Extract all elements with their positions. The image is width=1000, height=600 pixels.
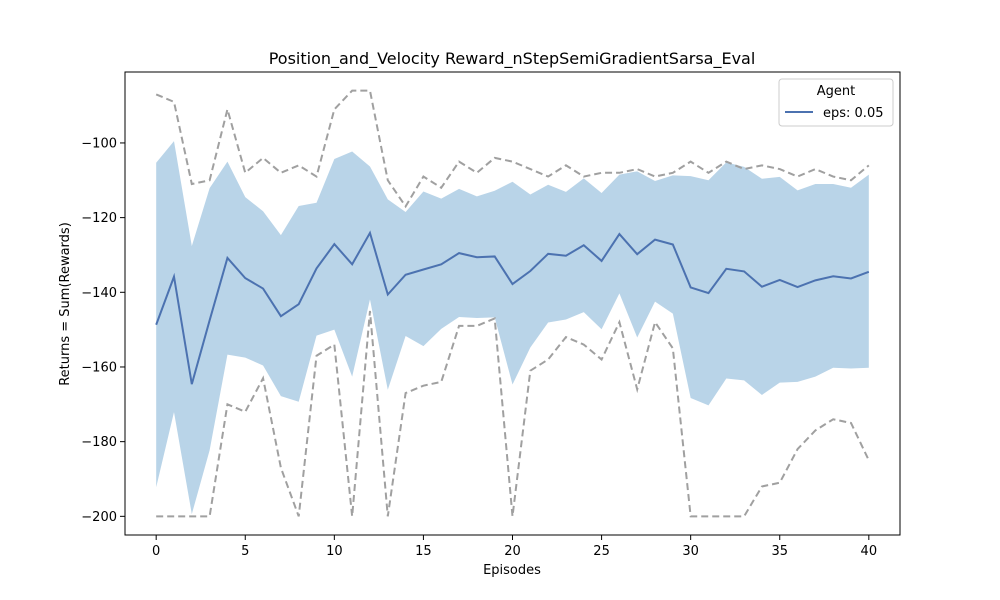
legend-entry: eps: 0.05	[823, 106, 883, 121]
y-axis-label: Returns = Sum(Rewards)	[58, 222, 73, 386]
x-tick-label: 40	[861, 544, 878, 559]
mean-line	[155, 230, 870, 385]
x-tick-label: 20	[504, 544, 521, 559]
x-axis-label: Episodes	[483, 563, 541, 578]
x-tick-label: 5	[241, 544, 249, 559]
plot-area	[155, 89, 870, 518]
y-tick-label: −160	[81, 360, 117, 375]
x-axis: 0 5 10 15 20 25 30 35 40	[152, 535, 877, 559]
y-tick-label: −180	[81, 435, 117, 450]
legend: Agent eps: 0.05	[778, 78, 894, 127]
x-tick-label: 25	[593, 544, 610, 559]
x-tick-label: 15	[415, 544, 432, 559]
y-tick-label: −100	[81, 136, 117, 151]
legend-box	[778, 78, 894, 127]
y-tick-label: −120	[81, 211, 117, 226]
x-tick-label: 10	[326, 544, 343, 559]
max-line	[155, 89, 870, 209]
y-axis: −200 −180 −160 −140 −120 −100	[81, 136, 125, 525]
y-tick-label: −200	[81, 510, 117, 525]
x-tick-label: 30	[682, 544, 699, 559]
legend-title: Agent	[817, 84, 855, 99]
y-tick-label: −140	[81, 286, 117, 301]
x-tick-label: 35	[771, 544, 788, 559]
x-tick-label: 0	[152, 544, 160, 559]
std-band	[156, 141, 869, 515]
chart-title: Position_and_Velocity Reward_nStepSemiGr…	[269, 49, 756, 69]
